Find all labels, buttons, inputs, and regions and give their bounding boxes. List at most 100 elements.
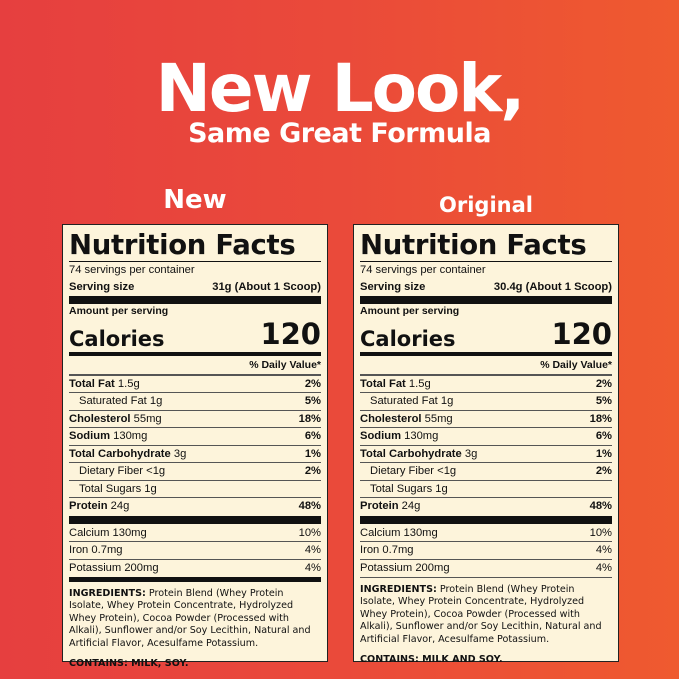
serving-size-label: Serving size bbox=[360, 280, 426, 293]
nutrient-row: Protein 24g 48% bbox=[360, 497, 612, 515]
nutrient-dv: 6% bbox=[304, 430, 321, 442]
nutrient-row: Sodium 130mg 6% bbox=[360, 427, 612, 445]
divider bbox=[360, 577, 612, 578]
nutrient-row: Total Sugars 1g bbox=[69, 479, 321, 498]
nutrient-dv: 5% bbox=[304, 395, 321, 407]
nutrient-name: Cholesterol bbox=[69, 412, 131, 425]
nutrient-label: Cholesterol 55mg bbox=[69, 411, 162, 428]
serving-size-row: Serving size 31g (About 1 Scoop) bbox=[69, 279, 321, 296]
nutrient-name: Protein bbox=[360, 500, 399, 512]
nutrient-name: Total Sugars bbox=[79, 482, 142, 495]
nutrient-amount: 1g bbox=[435, 482, 448, 495]
mineral-name: Potassium 200mg bbox=[360, 561, 450, 574]
nutrient-name: Total Carbohydrate bbox=[360, 447, 462, 460]
nutrient-amount: <1g bbox=[146, 465, 166, 477]
daily-value-header: % Daily Value* bbox=[249, 359, 321, 371]
mineral-name: Iron 0.7mg bbox=[69, 544, 123, 556]
nutrient-name: Total Fat bbox=[360, 377, 406, 390]
ingredients: INGREDIENTS: Protein Blend (Whey Protein… bbox=[360, 584, 612, 646]
divider-medium bbox=[360, 352, 612, 356]
divider-thick bbox=[69, 296, 321, 304]
calories-label: Calories bbox=[69, 327, 165, 351]
nutrient-row: Cholesterol 55mg 18% bbox=[69, 409, 321, 428]
nutrient-label: Saturated Fat 1g bbox=[79, 393, 162, 410]
nutrient-label: Total Fat 1.5g bbox=[69, 376, 140, 393]
nutrient-name: Protein bbox=[69, 500, 108, 512]
amount-per-serving: Amount per serving bbox=[360, 305, 460, 317]
nutrient-dv: 48% bbox=[589, 500, 612, 512]
daily-value-header: % Daily Value* bbox=[540, 359, 612, 371]
nutrient-amount: 1.5g bbox=[117, 377, 140, 390]
nutrient-name: Dietary Fiber bbox=[79, 465, 144, 477]
amount-per-serving: Amount per serving bbox=[69, 305, 169, 317]
nutrient-dv: 18% bbox=[589, 412, 612, 425]
nutrient-name: Total Sugars bbox=[370, 482, 433, 495]
calories-value: 120 bbox=[260, 317, 321, 351]
nutrient-row: Protein 24g 48% bbox=[69, 497, 321, 515]
nutrient-row: Sodium 130mg 6% bbox=[69, 427, 321, 445]
mineral-dv: 10% bbox=[589, 526, 612, 539]
mineral-dv: 4% bbox=[304, 544, 321, 556]
nutrient-label: Dietary Fiber <1g bbox=[79, 463, 165, 480]
nutrient-row: Total Carbohydrate 3g 1% bbox=[360, 444, 612, 463]
nutrient-amount: 3g bbox=[464, 447, 478, 460]
mineral-dv: 10% bbox=[298, 526, 321, 539]
new-label: New bbox=[163, 185, 227, 215]
mineral-name: Iron 0.7mg bbox=[360, 544, 414, 556]
ingredients-text: Protein Blend (Whey Protein Isolate, Whe… bbox=[69, 588, 311, 649]
mineral-row: Calcium 130mg 10% bbox=[69, 525, 321, 542]
nutrient-name: Cholesterol bbox=[360, 412, 422, 425]
original-label: Original bbox=[439, 193, 533, 217]
mineral-name: Calcium 130mg bbox=[69, 526, 147, 539]
serving-size-row: Serving size 30.4g (About 1 Scoop) bbox=[360, 279, 612, 296]
nutrient-name: Sodium bbox=[360, 430, 402, 442]
nutrient-dv: 18% bbox=[298, 412, 321, 425]
nutrient-row: Dietary Fiber <1g 2% bbox=[69, 462, 321, 480]
servings-per-container: 74 servings per container bbox=[69, 264, 195, 276]
divider-medium bbox=[69, 352, 321, 356]
mineral-row: Calcium 130mg 10% bbox=[360, 525, 612, 542]
nutrition-facts-title: Nutrition Facts bbox=[69, 229, 321, 262]
nutrient-amount: 1g bbox=[440, 395, 454, 407]
nutrient-row: Saturated Fat 1g 5% bbox=[360, 392, 612, 410]
calories-label: Calories bbox=[360, 327, 456, 351]
nutrient-amount: 1.5g bbox=[408, 377, 431, 390]
nutrient-label: Sodium 130mg bbox=[360, 428, 438, 445]
nutrient-label: Total Sugars 1g bbox=[79, 481, 157, 498]
nutrient-name: Saturated Fat bbox=[370, 395, 438, 407]
divider-thick bbox=[360, 296, 612, 304]
nutrient-amount: 1g bbox=[149, 395, 163, 407]
mineral-dv: 4% bbox=[595, 544, 612, 556]
nutrient-dv: 5% bbox=[595, 395, 612, 407]
nutrient-name: Saturated Fat bbox=[79, 395, 147, 407]
nutrient-row: Total Fat 1.5g 2% bbox=[69, 373, 321, 393]
nutrient-name: Sodium bbox=[69, 430, 111, 442]
nutrient-amount: 55mg bbox=[133, 412, 162, 425]
nutrient-dv: 2% bbox=[304, 465, 321, 477]
nutrition-panel-original: Nutrition Facts 74 servings per container… bbox=[353, 224, 619, 665]
nutrient-label: Protein 24g bbox=[69, 498, 129, 515]
divider-thick bbox=[69, 515, 321, 524]
nutrient-row: Dietary Fiber <1g 2% bbox=[360, 462, 612, 480]
ingredients-label: INGREDIENTS: bbox=[69, 588, 146, 599]
nutrient-row: Cholesterol 55mg 18% bbox=[360, 409, 612, 428]
ingredients: INGREDIENTS: Protein Blend (Whey Protein… bbox=[69, 588, 321, 650]
headline: New Look, bbox=[155, 50, 526, 127]
nutrient-row: Total Sugars 1g bbox=[360, 479, 612, 498]
calories-row: Calories 120 bbox=[360, 317, 612, 351]
allergen-statement: CONTAINS: MILK, SOY. bbox=[69, 658, 189, 670]
nutrient-name: Total Carbohydrate bbox=[69, 447, 171, 460]
serving-size-value: 30.4g (About 1 Scoop) bbox=[493, 280, 612, 293]
servings-per-container: 74 servings per container bbox=[360, 264, 486, 276]
nutrient-dv: 2% bbox=[595, 377, 612, 390]
calories-value: 120 bbox=[551, 317, 612, 351]
nutrient-name: Total Fat bbox=[69, 377, 115, 390]
nutrient-amount: <1g bbox=[437, 465, 457, 477]
nutrient-label: Cholesterol 55mg bbox=[360, 411, 453, 428]
nutrient-label: Total Carbohydrate 3g bbox=[69, 446, 186, 463]
nutrient-amount: 130mg bbox=[113, 430, 148, 442]
mineral-row: Potassium 200mg 4% bbox=[360, 558, 612, 577]
nutrient-dv: 48% bbox=[298, 500, 321, 512]
mineral-row: Iron 0.7mg 4% bbox=[360, 541, 612, 559]
calories-row: Calories 120 bbox=[69, 317, 321, 351]
